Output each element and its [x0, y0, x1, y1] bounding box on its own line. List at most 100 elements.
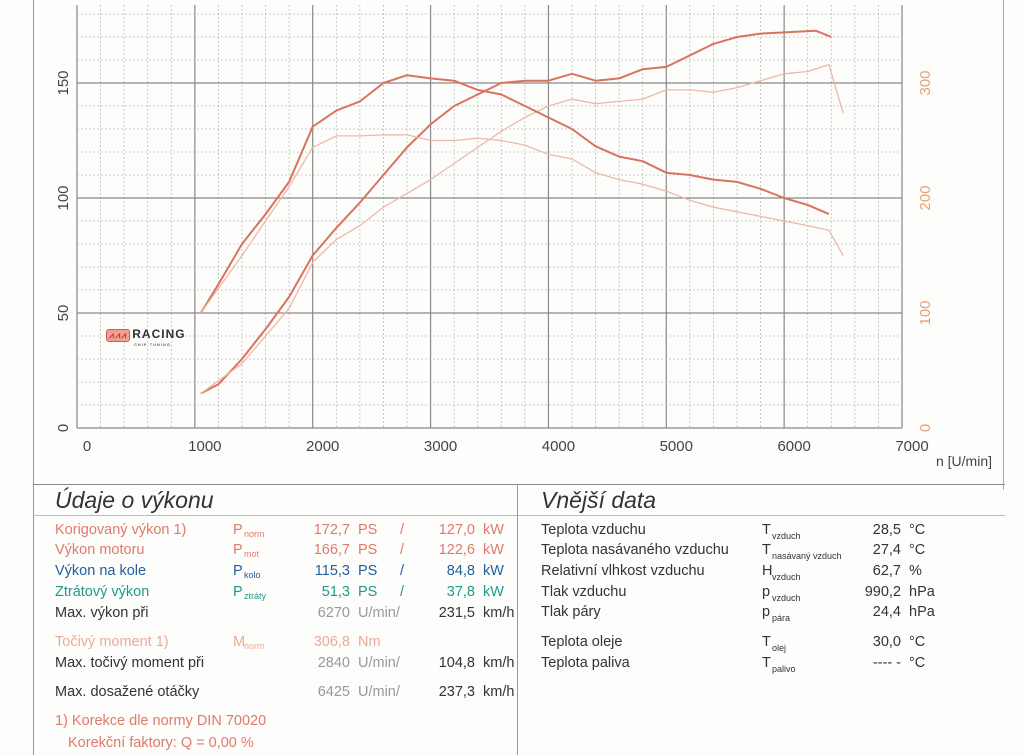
footnote: 1) Korekce dle normy DIN 70020 [55, 713, 267, 729]
separator: / [400, 563, 405, 579]
row-label: Korigovaný výkon 1) [55, 522, 187, 538]
unit: % [909, 563, 922, 579]
unit: hPa [909, 584, 935, 600]
unit: °C [909, 634, 926, 650]
symbol-subscript: mot [244, 549, 260, 559]
row-label: Výkon na kole [55, 563, 147, 579]
row-label: Max. točivý moment při [55, 655, 205, 671]
unit-2: kW [483, 542, 504, 558]
footnote-factors: Korekční faktory: Q = 0,00 % [68, 735, 254, 751]
unit-1: U/min/ [358, 684, 400, 700]
row-label: Max. dosažené otáčky [55, 684, 200, 700]
symbol-subscript: palivo [772, 664, 796, 674]
separator: / [400, 584, 405, 600]
symbol-subscript: vzduch [772, 531, 801, 541]
unit-2: km/h [483, 684, 515, 700]
unit-2: km/h [483, 655, 515, 671]
row-label: Tlak páry [541, 604, 601, 620]
value-1: 6270 [317, 605, 350, 621]
symbol-subscript: norm [244, 529, 265, 539]
value-2: 127,0 [438, 522, 475, 538]
table-column-divider [517, 484, 518, 755]
unit-2: km/h [483, 605, 515, 621]
value: 30,0 [872, 634, 901, 650]
row-label: Teplota nasávaného vzduchu [541, 542, 729, 558]
unit-1: U/min/ [358, 655, 400, 671]
row-label: Teplota vzduchu [541, 522, 646, 538]
symbol-subscript: ztráty [244, 591, 267, 601]
racing-logo: ⩘⩘⩘ RACING CHIP TUNING [106, 327, 186, 347]
unit-1: U/min/ [358, 605, 400, 621]
value-1: 115,3 [314, 563, 350, 579]
symbol-subscript: kolo [244, 570, 261, 580]
logo-subtext: CHIP TUNING [134, 342, 171, 347]
row-label: Ztrátový výkon [55, 584, 150, 600]
x-tick-label: 3000 [424, 438, 457, 455]
x-tick-label: 6000 [777, 438, 810, 455]
row-label: Výkon motoru [55, 542, 145, 558]
unit: °C [909, 542, 926, 558]
series-line-right [199, 74, 830, 314]
x-tick-label: 4000 [542, 438, 575, 455]
symbol: M [233, 634, 246, 650]
unit-1: PS [358, 542, 378, 558]
left-tick-label: 50 [55, 305, 72, 322]
symbol-subscript: vzduch [772, 593, 801, 603]
symbol: P [233, 542, 243, 558]
unit: °C [909, 522, 926, 538]
right-tick-label: 200 [917, 185, 934, 210]
symbol: P [233, 584, 243, 600]
x-axis-label: n [U/min] [936, 453, 992, 469]
value: 24,4 [872, 604, 901, 620]
page-border-left [33, 0, 34, 755]
row-label: Teplota paliva [541, 655, 630, 671]
table-top-divider [33, 484, 1005, 485]
unit-1: PS [358, 563, 378, 579]
external-data-title: Vnější data [541, 487, 657, 513]
symbol: p [762, 584, 771, 600]
right-tick-label: 100 [917, 300, 934, 325]
unit-2: kW [483, 522, 504, 538]
value-1: 51,3 [321, 584, 350, 600]
value-2: 84,8 [446, 563, 475, 579]
symbol: H [762, 563, 773, 579]
performance-title: Údaje o výkonu [55, 487, 214, 513]
value-1: 306,8 [313, 634, 350, 650]
value-1: 2840 [317, 655, 350, 671]
unit-2: kW [483, 563, 504, 579]
symbol-subscript: nasávaný vzduch [772, 551, 842, 561]
right-tick-label: 0 [917, 424, 934, 432]
symbol: P [233, 563, 243, 579]
row-label: Tlak vzduchu [541, 584, 627, 600]
symbol-subscript: norm [244, 641, 265, 651]
symbol-subscript: olej [772, 643, 787, 653]
x-tick-label: 2000 [306, 438, 339, 455]
series-line-left [200, 63, 844, 395]
x-tick-label: 1000 [188, 438, 221, 455]
x-tick-label: 7000 [895, 438, 928, 455]
separator: / [400, 542, 405, 558]
right-tick-label: 300 [917, 70, 934, 95]
row-label: Točivý moment 1) [55, 634, 169, 650]
row-label: Relativní vlhkost vzduchu [541, 563, 705, 579]
value: 27,4 [872, 542, 901, 558]
value-1: 172,7 [313, 522, 350, 538]
unit-1: Nm [358, 634, 381, 650]
symbol: p [762, 604, 771, 620]
value: 62,7 [872, 563, 901, 579]
dyno-chart: 0 1000 2000 3000 4000 5000 6000 7000 0 50 100 150 0 1… [55, 5, 992, 469]
value-1: 6425 [317, 684, 350, 700]
unit-1: PS [358, 522, 378, 538]
x-tick-label: 5000 [660, 438, 693, 455]
symbol-subscript: pára [772, 613, 791, 623]
series-line-right [200, 134, 844, 314]
symbol: T [762, 542, 771, 558]
symbol-subscript: vzduch [772, 572, 801, 582]
table-header-divider [33, 515, 1005, 516]
symbol: T [762, 655, 771, 671]
value-2: 37,8 [446, 584, 475, 600]
value-2: 104,8 [438, 655, 475, 671]
value-2: 122,6 [438, 542, 475, 558]
left-tick-label: 100 [55, 185, 72, 210]
page-border-right [1003, 0, 1004, 490]
